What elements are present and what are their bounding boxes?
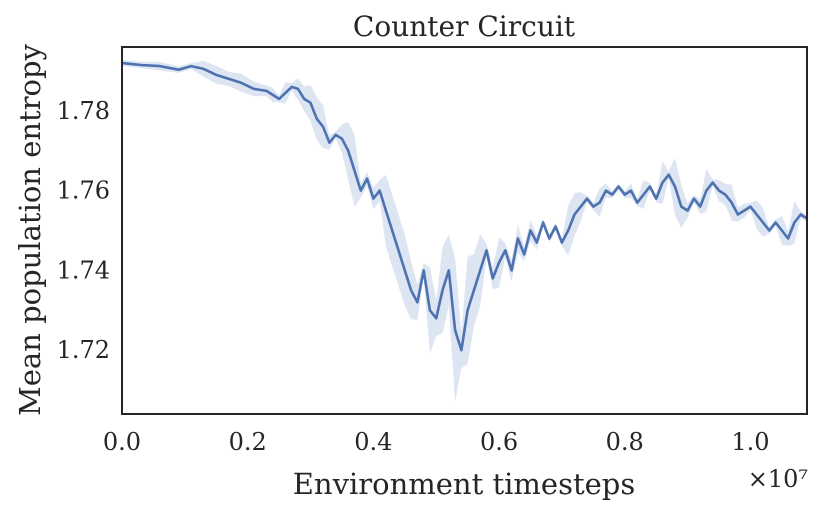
series-band-layer	[122, 59, 807, 403]
x-tick-label: 0.2	[229, 428, 267, 456]
x-tick-label: 1.0	[731, 428, 769, 456]
x-axis-offset-label: ×10⁷	[748, 465, 808, 493]
x-tick-label: 0.8	[606, 428, 644, 456]
y-tick-label: 1.74	[57, 256, 110, 284]
tick-layer: 0.0 0.2 0.4 0.6 0.8 1.0 1.72 1.74 1.76 1.78	[57, 97, 770, 456]
y-tick-label: 1.72	[57, 336, 110, 364]
y-tick-label: 1.76	[57, 177, 110, 205]
chart-title: Counter Circuit	[353, 10, 576, 43]
series-0-band	[122, 59, 807, 403]
series-line-layer	[121, 61, 808, 352]
x-tick-label: 0.0	[103, 428, 141, 456]
plot-frame	[121, 46, 808, 415]
x-axis-label: Environment timesteps	[293, 467, 635, 501]
y-tick-label: 1.78	[57, 97, 110, 125]
series-0-line	[121, 61, 808, 352]
x-tick-label: 0.6	[480, 428, 518, 456]
y-axis-label: Mean population entropy	[13, 43, 47, 416]
x-tick-label: 0.4	[354, 428, 392, 456]
